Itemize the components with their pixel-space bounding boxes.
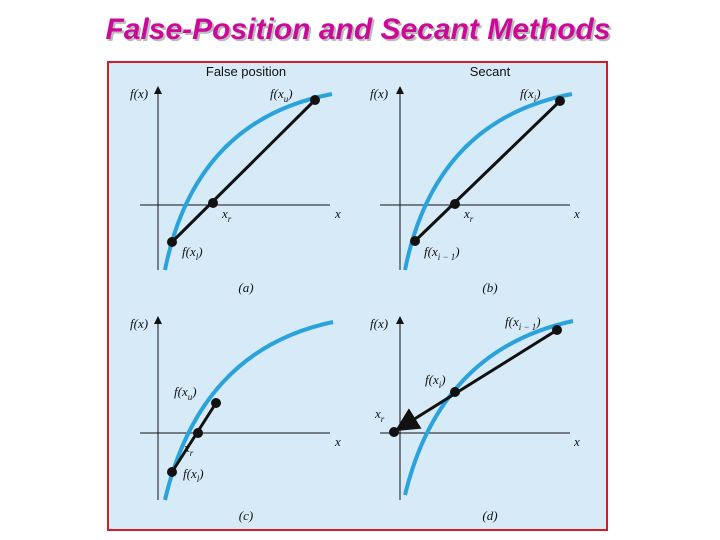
panel-label: (a) (238, 280, 253, 295)
point (450, 199, 460, 209)
point (389, 427, 399, 437)
figure-frame (107, 61, 608, 531)
point-label: f(xi) (425, 372, 446, 390)
x-axis-label: x (334, 434, 341, 449)
title: False-Position and Secant Methods (105, 13, 610, 46)
x-axis-label: x (573, 206, 580, 221)
y-axis-label: f(x) (130, 316, 148, 331)
point-label: f(xi − 1) (505, 314, 541, 332)
panel-label: (b) (482, 280, 497, 295)
point (167, 237, 177, 247)
y-axis-label: f(x) (130, 86, 148, 101)
point (208, 198, 218, 208)
point-label: xr (463, 206, 474, 224)
panel-d: f(x) x f(xi − 1) f(xi) xr (d) (370, 314, 580, 523)
point-label: xr (374, 406, 385, 424)
y-axis-label: f(x) (370, 86, 388, 101)
panel-a: False position f(x) x f(xu) xr f(xl) (a) (130, 64, 341, 295)
chord (170, 402, 218, 473)
chord (413, 99, 562, 243)
point (310, 95, 320, 105)
point (211, 398, 221, 408)
panel-header: Secant (470, 64, 511, 79)
secant-extension (394, 328, 558, 432)
function-curve (163, 92, 333, 271)
point (552, 325, 562, 335)
y-axis-label: f(x) (370, 316, 388, 331)
point-label: xr (221, 206, 232, 224)
function-curve (403, 92, 573, 271)
panel-b: Secant f(x) x f(xi) xr f(xi − 1) (b) (370, 64, 580, 295)
panel-header: False position (206, 64, 286, 79)
point (450, 387, 460, 397)
point-label: xr (183, 440, 194, 458)
panel-c: f(x) x f(xu) xr f(xl) (c) (130, 316, 341, 523)
chord (170, 98, 317, 244)
function-curve (403, 319, 574, 496)
point (555, 96, 565, 106)
panel-label: (d) (482, 508, 497, 523)
point-label: f(xl) (182, 244, 203, 262)
point-label: f(xi − 1) (424, 244, 460, 262)
panel-label: (c) (239, 508, 253, 523)
point-label: f(xu) (270, 86, 293, 104)
point-label: f(xl) (183, 466, 204, 484)
point-label: f(xu) (174, 384, 197, 402)
point (193, 428, 203, 438)
point (410, 236, 420, 246)
point-label: f(xi) (520, 86, 541, 104)
x-axis-label: x (334, 206, 341, 221)
x-axis-label: x (573, 434, 580, 449)
title-shadow: False-Position and Secant Methods (107, 15, 612, 48)
point (167, 467, 177, 477)
